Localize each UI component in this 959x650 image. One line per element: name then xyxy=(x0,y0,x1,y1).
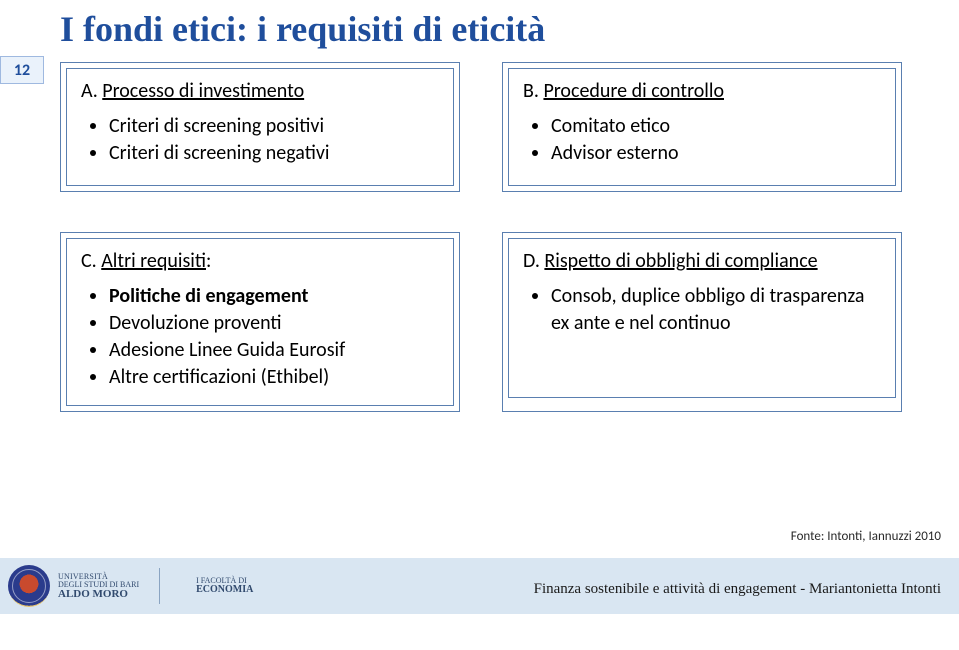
box-d-prefix: D. xyxy=(523,249,544,273)
box-c-outer: C. Altri requisiti: Politiche di engagem… xyxy=(60,232,460,412)
footer-text: Finanza sostenibile e attività di engage… xyxy=(534,581,941,598)
uni-line3: ALDO MORO xyxy=(58,589,139,600)
box-d-list: Consob, duplice obbligo di trasparenza e… xyxy=(551,283,881,337)
box-a-prefix: A. xyxy=(81,79,102,103)
row-2: C. Altri requisiti: Politiche di engagem… xyxy=(60,232,959,412)
faculty-line2: ECONOMIA xyxy=(196,585,253,595)
box-c-title: Altri requisiti xyxy=(101,249,206,273)
box-c-list: Politiche di engagement Devoluzione prov… xyxy=(109,283,439,391)
list-item: Adesione Linee Guida Eurosif xyxy=(109,337,439,364)
logo-divider xyxy=(159,568,160,604)
list-item: Consob, duplice obbligo di trasparenza e… xyxy=(551,283,881,337)
box-b: B. Procedure di controllo Comitato etico… xyxy=(508,68,896,186)
box-a-list: Criteri di screening positivi Criteri di… xyxy=(109,113,439,167)
list-item: Altre certificazioni (Ethibel) xyxy=(109,364,439,391)
box-b-title: Procedure di controllo xyxy=(543,79,724,103)
box-a: A. Processo di investimento Criteri di s… xyxy=(66,68,454,186)
university-logo-block: UNIVERSITÀ DEGLI STUDI DI BARI ALDO MORO… xyxy=(8,565,253,607)
box-b-list: Comitato etico Advisor esterno xyxy=(551,113,881,167)
box-c-suffix: : xyxy=(206,249,211,273)
box-c-heading: C. Altri requisiti: xyxy=(81,249,439,273)
slide: 12 I fondi etici: i requisiti di eticità… xyxy=(0,0,959,650)
box-a-outer: A. Processo di investimento Criteri di s… xyxy=(60,62,460,192)
row-1: A. Processo di investimento Criteri di s… xyxy=(60,62,959,192)
bottom-margin xyxy=(0,614,959,650)
page-number: 12 xyxy=(14,61,30,80)
list-item: Advisor esterno xyxy=(551,140,881,167)
box-d: D. Rispetto di obblighi di compliance Co… xyxy=(508,238,896,398)
slide-title: I fondi etici: i requisiti di eticità xyxy=(60,8,959,50)
list-item: Politiche di engagement xyxy=(109,283,439,310)
university-crest-icon xyxy=(8,565,50,607)
page-number-box: 12 xyxy=(0,56,44,84)
box-c-prefix: C. xyxy=(81,249,101,273)
box-a-heading: A. Processo di investimento xyxy=(81,79,439,103)
box-a-title: Processo di investimento xyxy=(102,79,304,103)
box-c: C. Altri requisiti: Politiche di engagem… xyxy=(66,238,454,406)
list-item: Devoluzione proventi xyxy=(109,310,439,337)
university-name: UNIVERSITÀ DEGLI STUDI DI BARI ALDO MORO xyxy=(58,573,139,600)
box-b-heading: B. Procedure di controllo xyxy=(523,79,881,103)
list-item: Criteri di screening negativi xyxy=(109,140,439,167)
list-item: Criteri di screening positivi xyxy=(109,113,439,140)
faculty-block: I FACOLTÀ DI ECONOMIA xyxy=(196,577,253,595)
box-d-heading: D. Rispetto di obblighi di compliance xyxy=(523,249,881,273)
source-citation: Fonte: Intonti, Iannuzzi 2010 xyxy=(791,529,941,544)
box-d-title: Rispetto di obblighi di compliance xyxy=(544,249,817,273)
box-b-outer: B. Procedure di controllo Comitato etico… xyxy=(502,62,902,192)
box-d-outer: D. Rispetto di obblighi di compliance Co… xyxy=(502,232,902,412)
list-item: Comitato etico xyxy=(551,113,881,140)
box-b-prefix: B. xyxy=(523,79,543,103)
